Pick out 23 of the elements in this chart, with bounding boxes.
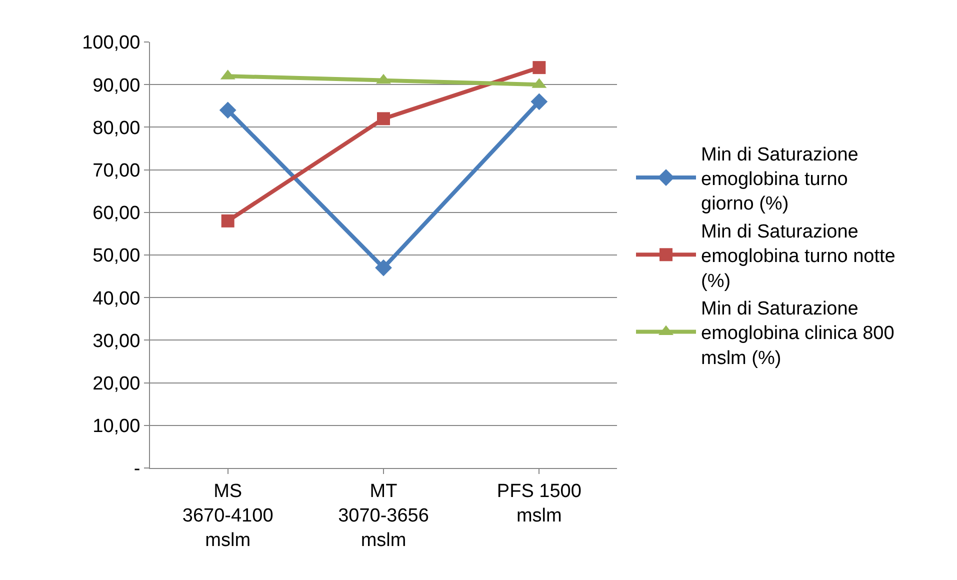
- point: [219, 102, 236, 119]
- y-tick-label: 20,00: [92, 373, 140, 394]
- point: [221, 214, 234, 228]
- y-tick-label: 50,00: [92, 246, 140, 267]
- y-tick-label: 80,00: [92, 118, 140, 139]
- y-tick-label: 10,00: [92, 416, 140, 438]
- point: [530, 93, 548, 110]
- point: [375, 259, 392, 276]
- legend-label: Min di Saturazione emoglobina turno giorno (%): [701, 144, 858, 215]
- y-tick-label: 90,00: [92, 75, 140, 96]
- point: [377, 112, 390, 126]
- y-tick-label: -: [134, 458, 140, 480]
- legend-label: Min di Saturazione emoglobina clinica 800 mslm (%): [701, 298, 894, 369]
- x-tick-label: MS 3670-4100 mslm: [182, 480, 274, 552]
- x-tick-label: PFS 1500 mslm: [496, 480, 582, 526]
- y-tick-label: 70,00: [92, 160, 140, 182]
- point: [532, 61, 546, 74]
- y-tick-label: 30,00: [92, 330, 140, 352]
- legend-label: Min di Saturazione emoglobina turno notte (%): [701, 221, 896, 292]
- y-tick-label: 40,00: [92, 288, 140, 310]
- x-tick-label: MT 3070-3656 mslm: [338, 480, 429, 552]
- y-tick-label: 100,00: [82, 32, 140, 54]
- y-tick-label: 60,00: [92, 203, 140, 224]
